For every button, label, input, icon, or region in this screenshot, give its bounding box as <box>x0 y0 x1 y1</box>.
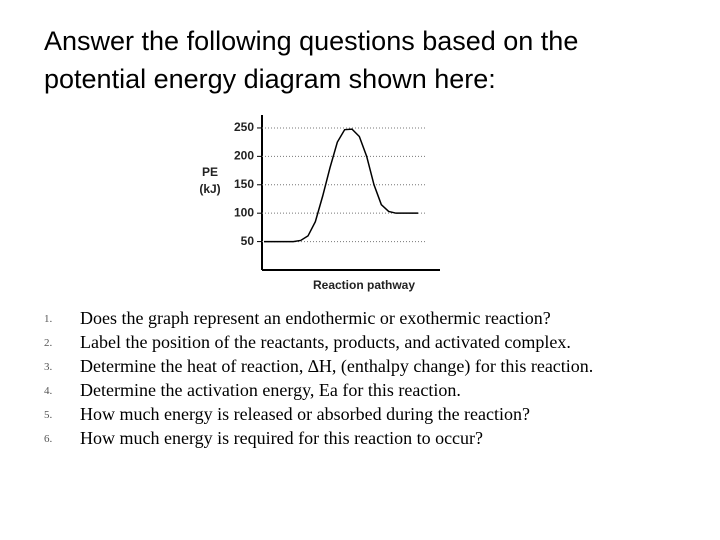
y-tick-label: 150 <box>234 177 254 191</box>
question-number: 5. <box>44 409 53 421</box>
question-text: How much energy is required for this rea… <box>80 428 484 448</box>
y-label: (kJ) <box>199 182 220 196</box>
y-label: PE <box>202 165 218 179</box>
question-number: 6. <box>44 433 53 445</box>
question-text: Does the graph represent an endothermic … <box>80 308 551 328</box>
question-text: How much energy is released or absorbed … <box>80 404 531 424</box>
y-tick-label: 100 <box>234 205 254 219</box>
title-line: Answer the following questions based on … <box>44 26 579 56</box>
y-tick-label: 250 <box>234 120 254 134</box>
y-tick-label: 200 <box>234 149 254 163</box>
question-number: 2. <box>44 337 53 349</box>
y-tick-label: 50 <box>241 234 255 248</box>
question-number: 3. <box>44 361 53 373</box>
title-line: potential energy diagram shown here: <box>44 64 496 94</box>
energy-curve <box>264 128 418 243</box>
question-text: Label the position of the reactants, pro… <box>80 332 571 352</box>
question-number: 1. <box>44 313 53 325</box>
question-text: Determine the heat of reaction, ∆H, (ent… <box>80 356 594 376</box>
question-text: Determine the activation energy, Ea for … <box>80 380 461 400</box>
x-label: Reaction pathway <box>313 278 415 292</box>
question-number: 4. <box>44 385 53 397</box>
